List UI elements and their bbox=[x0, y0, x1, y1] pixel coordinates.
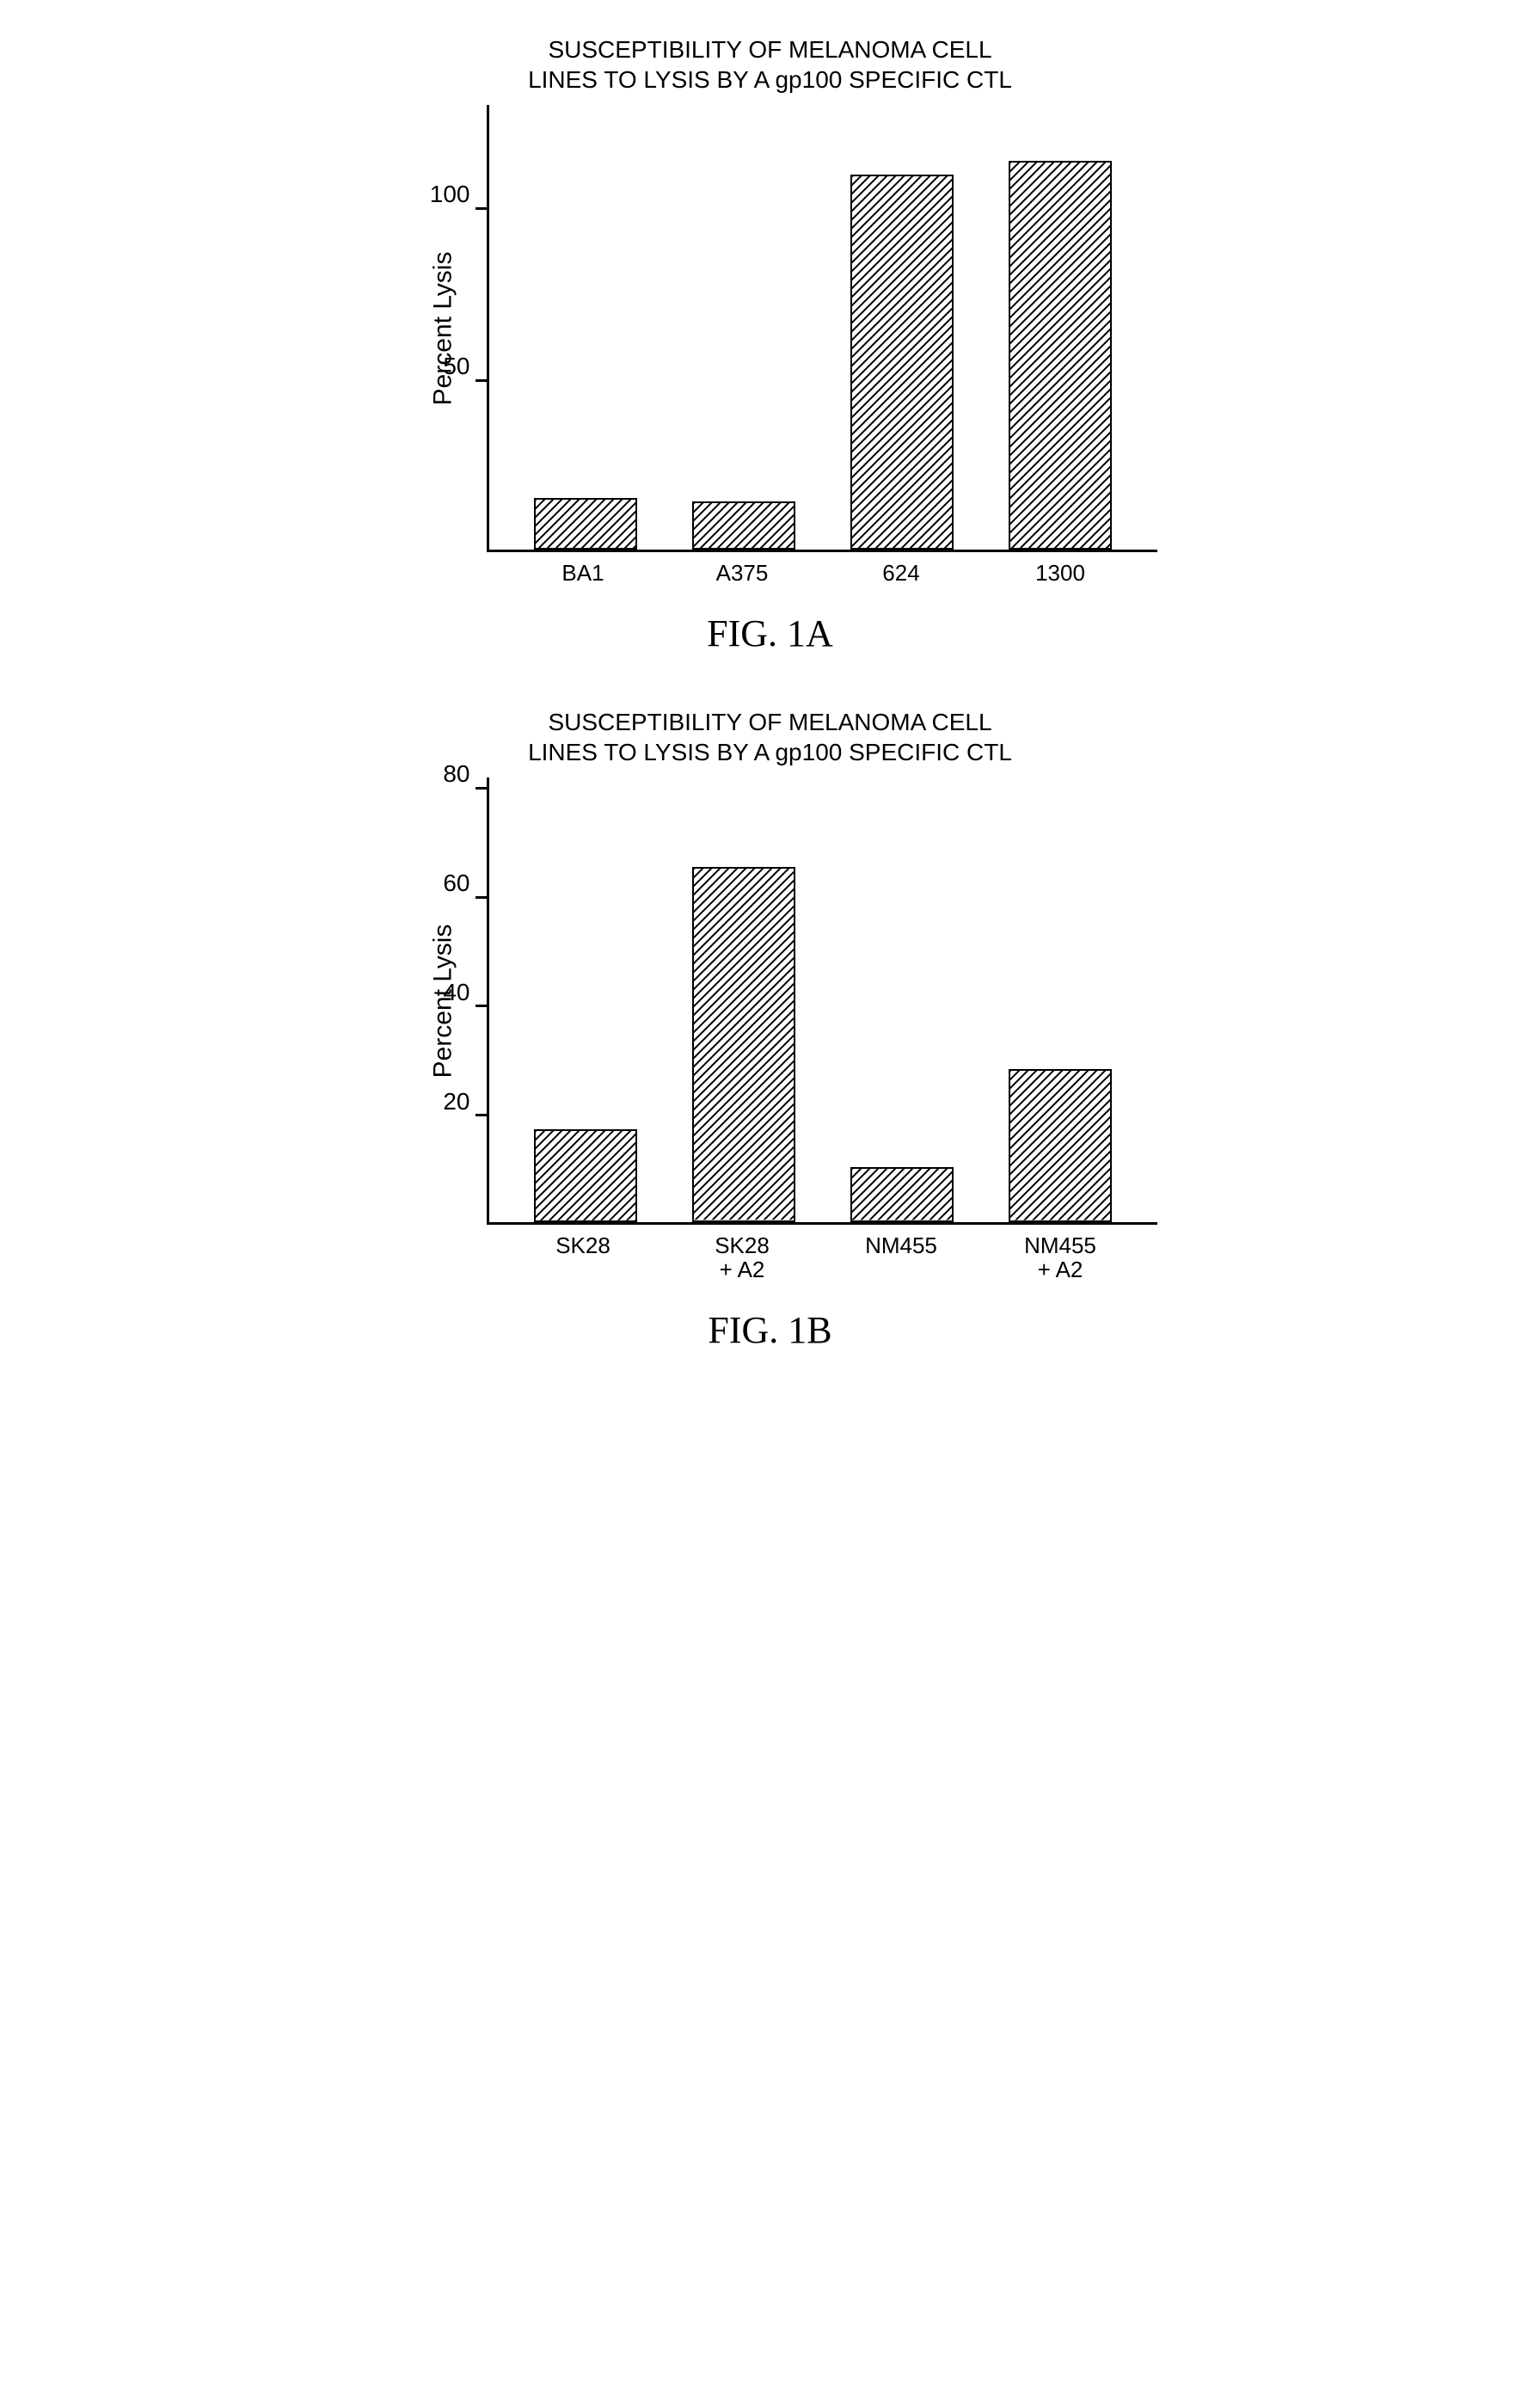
bar-slot bbox=[506, 105, 665, 550]
x-tick-label: A375 bbox=[663, 561, 822, 586]
plot-region: 50100 bbox=[487, 105, 1157, 552]
y-tick-label: 80 bbox=[443, 760, 469, 788]
chart-area: Percent Lysis20406080 bbox=[383, 777, 1157, 1225]
chart-title: SUSCEPTIBILITY OF MELANOMA CELL LINES TO… bbox=[383, 34, 1157, 95]
y-tick-label: 100 bbox=[430, 181, 470, 208]
x-tick-label: SK28 bbox=[504, 1233, 663, 1282]
y-tick-mark bbox=[475, 787, 489, 790]
y-tick-label: 60 bbox=[443, 870, 469, 897]
bars-container bbox=[489, 777, 1157, 1222]
x-tick-label: SK28 + A2 bbox=[663, 1233, 822, 1282]
bar-slot bbox=[506, 777, 665, 1222]
bar bbox=[850, 175, 954, 550]
bar bbox=[692, 501, 795, 550]
figure-caption: FIG. 1B bbox=[383, 1308, 1157, 1352]
bar-slot bbox=[665, 105, 823, 550]
bar-slot bbox=[981, 105, 1139, 550]
bar bbox=[1009, 161, 1112, 550]
y-tick-mark bbox=[475, 1005, 489, 1007]
chart-title: SUSCEPTIBILITY OF MELANOMA CELL LINES TO… bbox=[383, 707, 1157, 767]
plot-region: 20406080 bbox=[487, 777, 1157, 1225]
bar-slot bbox=[823, 105, 981, 550]
figure-fig1a: SUSCEPTIBILITY OF MELANOMA CELL LINES TO… bbox=[383, 34, 1157, 655]
bar-slot bbox=[823, 777, 981, 1222]
bar bbox=[692, 867, 795, 1221]
x-tick-label: BA1 bbox=[504, 561, 663, 586]
bars-container bbox=[489, 105, 1157, 550]
x-labels-row: SK28SK28 + A2NM455NM455 + A2 bbox=[487, 1233, 1157, 1282]
x-tick-label: 624 bbox=[822, 561, 981, 586]
y-tick-mark bbox=[475, 379, 489, 382]
bar bbox=[850, 1167, 954, 1221]
bar-slot bbox=[981, 777, 1139, 1222]
y-tick-label: 40 bbox=[443, 979, 469, 1006]
y-axis-label: Percent Lysis bbox=[428, 252, 457, 406]
chart-area: Percent Lysis50100 bbox=[383, 105, 1157, 552]
y-tick-label: 20 bbox=[443, 1088, 469, 1116]
x-tick-label: 1300 bbox=[981, 561, 1140, 586]
y-tick-label: 50 bbox=[443, 353, 469, 380]
figure-fig1b: SUSCEPTIBILITY OF MELANOMA CELL LINES TO… bbox=[383, 707, 1157, 1352]
y-tick-mark bbox=[475, 1114, 489, 1116]
x-tick-label: NM455 + A2 bbox=[981, 1233, 1140, 1282]
figure-caption: FIG. 1A bbox=[383, 612, 1157, 655]
bar bbox=[1009, 1069, 1112, 1222]
x-tick-label: NM455 bbox=[822, 1233, 981, 1282]
bar-slot bbox=[665, 777, 823, 1222]
x-labels-row: BA1A3756241300 bbox=[487, 561, 1157, 586]
bar bbox=[534, 1129, 637, 1222]
y-tick-mark bbox=[475, 896, 489, 899]
bar bbox=[534, 498, 637, 550]
y-tick-mark bbox=[475, 207, 489, 210]
